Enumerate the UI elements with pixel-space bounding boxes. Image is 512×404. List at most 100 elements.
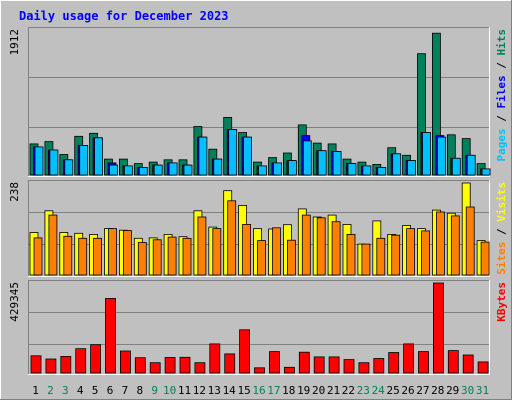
bar-sites-day-14 (227, 200, 237, 276)
bar-sites-day-10 (167, 236, 177, 276)
bar-pages-day-9 (153, 164, 163, 176)
bar-kbytes-day-18 (283, 366, 295, 374)
bar-sites-day-9 (152, 239, 162, 276)
right-axis-label: KBytes (495, 282, 508, 322)
legend-hits: Hits (495, 29, 508, 56)
x-tick-label-day-20: 20 (312, 384, 325, 397)
bar-kbytes-day-6 (105, 297, 116, 374)
x-tick-label-day-2: 2 (47, 384, 54, 397)
bar-sites-day-19 (301, 214, 311, 276)
bar-kbytes-day-29 (447, 350, 459, 374)
bar-sites-day-28 (435, 211, 445, 276)
bar-sites-day-24 (376, 237, 386, 276)
bar-pages-day-11 (183, 164, 193, 176)
bar-pages-day-18 (287, 160, 297, 176)
bar-pages-day-17 (273, 162, 282, 176)
bar-kbytes-day-16 (254, 367, 265, 374)
bar-kbytes-day-30 (462, 354, 474, 374)
bar-pages-day-7 (124, 165, 133, 176)
bar-sites-day-30 (465, 206, 475, 276)
x-tick-label-day-8: 8 (136, 384, 143, 397)
bar-sites-day-31 (480, 241, 490, 276)
bar-sites-day-17 (272, 227, 281, 276)
x-tick-label-day-15: 15 (237, 384, 250, 397)
panel-visits-sites: 238 Sites / Visits (8, 180, 508, 277)
bar-pages-day-23 (362, 165, 372, 176)
y-max-label: 429345 (8, 282, 21, 322)
bar-kbytes-day-14 (224, 353, 236, 374)
bar-pages-day-4 (79, 144, 89, 176)
bar-sites-day-5 (93, 237, 102, 276)
bar-sites-day-11 (182, 237, 192, 276)
bar-sites-day-22 (346, 233, 356, 276)
bar-sites-day-25 (391, 234, 401, 276)
x-tick-label-day-3: 3 (62, 384, 69, 397)
bar-pages-day-31 (481, 168, 491, 176)
bar-kbytes-day-11 (179, 356, 191, 374)
x-tick-label-day-16: 16 (252, 384, 265, 397)
bar-kbytes-day-27 (418, 351, 429, 374)
x-tick-label-day-31: 31 (476, 384, 489, 397)
x-tick-label-day-22: 22 (342, 384, 355, 397)
bar-pages-day-3 (64, 159, 74, 176)
legend-separator: / (495, 109, 508, 129)
bar-kbytes-day-19 (298, 351, 310, 374)
x-tick-label-day-26: 26 (401, 384, 414, 397)
bar-pages-day-12 (198, 136, 208, 176)
x-tick-label-day-12: 12 (193, 384, 206, 397)
bar-sites-day-16 (257, 240, 266, 276)
bar-sites-day-6 (108, 228, 117, 276)
bar-sites-day-2 (48, 214, 58, 276)
bar-kbytes-day-1 (30, 355, 42, 374)
right-axis-label: Sites / Visits (495, 182, 508, 275)
x-tick-label-day-29: 29 (446, 384, 459, 397)
x-tick-label-day-27: 27 (416, 384, 429, 397)
bar-kbytes-day-24 (373, 358, 385, 374)
bar-pages-day-14 (228, 129, 238, 176)
bar-kbytes-day-22 (343, 359, 355, 374)
bar-sites-day-27 (421, 230, 430, 276)
x-tick-label-day-24: 24 (372, 384, 386, 397)
bar-pages-day-15 (243, 136, 253, 176)
bar-sites-day-8 (137, 242, 147, 276)
legend-separator: / (495, 56, 508, 76)
bar-kbytes-day-9 (149, 362, 161, 374)
bar-kbytes-day-13 (209, 343, 221, 374)
x-tick-label-day-19: 19 (297, 384, 310, 397)
bar-sites-day-29 (450, 215, 460, 276)
bar-kbytes-day-5 (90, 344, 101, 374)
legend-separator: / (495, 222, 508, 242)
bar-pages-day-30 (466, 154, 476, 176)
bar-pages-day-16 (258, 165, 267, 176)
x-tick-label-day-10: 10 (163, 384, 176, 397)
x-tick-label-day-23: 23 (357, 384, 370, 397)
legend-kbytes: KBytes (495, 282, 508, 322)
bar-pages-day-1 (34, 146, 44, 176)
bar-kbytes-day-26 (403, 343, 415, 374)
legend-visits: Visits (495, 182, 508, 222)
bar-pages-day-10 (168, 162, 178, 176)
bar-pages-day-22 (347, 163, 357, 176)
x-tick-label-day-5: 5 (92, 384, 99, 397)
x-tick-label-day-6: 6 (107, 384, 114, 397)
bar-pages-day-27 (422, 132, 431, 176)
bar-pages-day-28 (436, 136, 446, 176)
bar-pages-day-8 (138, 166, 148, 176)
bar-pages-day-21 (332, 151, 342, 176)
panel-frame (28, 27, 490, 177)
bar-sites-day-3 (63, 235, 73, 276)
x-tick-label-day-1: 1 (32, 384, 39, 397)
bar-kbytes-day-4 (75, 348, 87, 374)
bar-sites-day-23 (361, 243, 371, 276)
bar-pages-day-25 (392, 153, 402, 176)
bar-kbytes-day-20 (313, 356, 325, 374)
bar-sites-day-15 (242, 223, 252, 276)
x-tick-label-day-7: 7 (122, 384, 129, 397)
bar-pages-day-13 (213, 158, 223, 176)
bar-kbytes-day-31 (477, 361, 489, 374)
bar-pages-day-19 (302, 140, 312, 176)
bar-pages-day-26 (407, 160, 417, 176)
x-tick-label-day-17: 17 (267, 384, 280, 397)
chart-title: Daily usage for December 2023 (19, 9, 229, 23)
